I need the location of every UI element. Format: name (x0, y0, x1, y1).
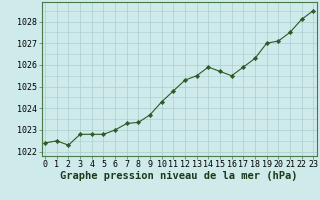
X-axis label: Graphe pression niveau de la mer (hPa): Graphe pression niveau de la mer (hPa) (60, 171, 298, 181)
